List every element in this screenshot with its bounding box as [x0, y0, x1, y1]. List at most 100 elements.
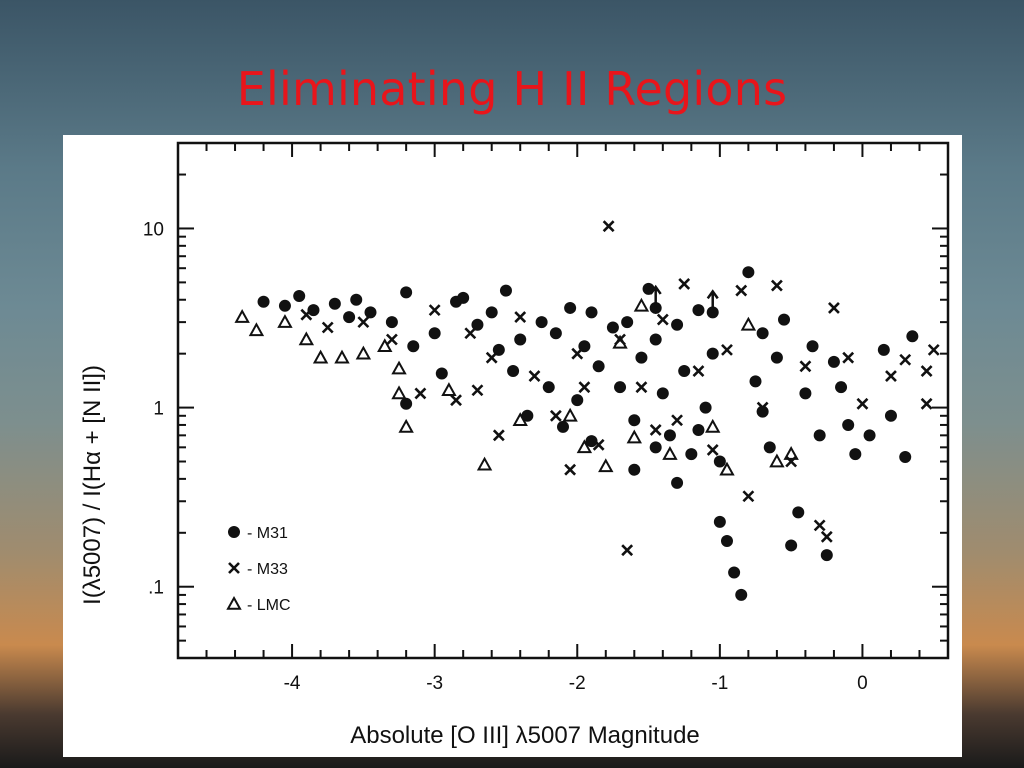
data-point-lmc: [398, 418, 414, 433]
data-point-m33: [742, 490, 755, 503]
data-point-m31: [671, 318, 684, 331]
data-point-m31: [792, 506, 805, 519]
data-point-m31: [813, 429, 826, 442]
data-point-lmc: [769, 453, 785, 468]
data-point-lmc: [312, 349, 329, 364]
data-point-m33: [799, 360, 812, 373]
data-point-m31: [785, 539, 798, 552]
data-point-m33: [492, 429, 505, 442]
data-point-m31: [763, 441, 776, 454]
data-point-m31: [585, 435, 598, 448]
data-point-m31: [713, 515, 726, 528]
data-point-m33: [528, 370, 541, 382]
legend-marker-lmc: [226, 595, 242, 610]
data-point-m31: [514, 333, 527, 346]
data-point-m33: [385, 333, 398, 346]
data-point-m31: [649, 333, 662, 346]
data-point-m33: [571, 347, 584, 360]
data-point-lmc: [576, 439, 593, 454]
data-point-m31: [706, 347, 719, 360]
legend: - M31 - M33 - LMC: [226, 525, 291, 614]
data-point-m33: [300, 308, 313, 321]
data-point-lmc: [705, 418, 721, 433]
data-points: [234, 220, 940, 601]
data-point-m33: [450, 394, 462, 407]
data-point-m33: [756, 401, 769, 414]
upper-limit-arrow: [649, 284, 662, 308]
data-point-m31: [742, 266, 755, 279]
data-point-m31: [293, 289, 306, 302]
data-point-lmc: [441, 382, 457, 397]
data-point-lmc: [783, 446, 799, 460]
data-point-m31: [663, 429, 676, 442]
data-point-m31: [507, 365, 520, 378]
data-point-m33: [828, 302, 840, 314]
x-tick-label: -4: [284, 673, 301, 694]
data-point-lmc: [740, 316, 757, 331]
legend-label-m31: - M31: [247, 525, 288, 542]
data-point-m31: [906, 330, 919, 343]
data-point-m31: [756, 327, 769, 340]
data-point-lmc: [377, 338, 393, 353]
data-point-m33: [671, 414, 683, 427]
data-point-m33: [621, 544, 634, 557]
data-point-m33: [706, 444, 719, 456]
data-point-m33: [656, 313, 669, 326]
data-point-lmc: [277, 314, 293, 328]
data-point-m33: [678, 278, 691, 290]
data-point-m31: [656, 387, 669, 400]
data-point-m33: [856, 397, 869, 410]
data-point-m31: [628, 463, 641, 476]
data-point-m31: [364, 306, 377, 319]
data-point-m31: [350, 293, 363, 306]
data-point-lmc: [626, 429, 642, 444]
data-point-m31: [835, 381, 848, 394]
data-point-lmc: [334, 349, 350, 364]
data-point-m31: [535, 316, 548, 329]
data-point-m31: [564, 301, 577, 314]
data-point-m33: [735, 284, 748, 297]
axis-ticks: [177, 142, 949, 659]
data-point-m33: [927, 343, 940, 356]
data-point-m31: [485, 306, 498, 319]
data-point-m31: [571, 394, 584, 407]
y-axis-title: I(λ5007) / I(Hα + [N II]): [79, 365, 106, 605]
x-tick-label: -3: [426, 673, 443, 694]
data-point-lmc: [719, 461, 735, 476]
data-point-m31: [720, 534, 733, 547]
x-tick-label: 0: [857, 673, 868, 694]
data-point-m31: [827, 355, 840, 368]
data-point-m31: [585, 306, 598, 319]
data-point-lmc: [598, 458, 614, 473]
data-point-m31: [877, 343, 890, 356]
data-point-m31: [778, 313, 791, 326]
data-point-m31: [699, 401, 712, 414]
slide-title: Eliminating H II Regions: [236, 62, 788, 116]
y-tick-label: .1: [148, 578, 164, 599]
data-point-m31: [863, 429, 876, 442]
data-point-lmc: [476, 456, 493, 471]
data-point-m31: [521, 409, 534, 422]
data-point-m31: [671, 476, 684, 489]
data-point-m33: [899, 353, 912, 366]
data-point-m33: [920, 365, 933, 377]
data-point-m31: [457, 291, 470, 304]
data-point-m33: [414, 387, 427, 400]
data-point-m33: [428, 304, 441, 317]
data-point-lmc: [512, 412, 528, 427]
data-point-lmc: [234, 309, 250, 323]
data-point-m31: [435, 367, 448, 380]
data-point-lmc: [612, 334, 628, 349]
tick-labels: -4 -3 -2 -1 0 10 1 .1: [143, 219, 868, 694]
data-point-m31: [621, 316, 634, 329]
data-point-m33: [321, 321, 334, 334]
data-point-m31: [713, 455, 726, 468]
data-point-lmc: [562, 407, 578, 422]
legend-marker-m31: [228, 526, 240, 538]
data-point-m31: [849, 448, 862, 461]
legend-label-m33: - M33: [247, 561, 288, 578]
data-point-m33: [564, 463, 577, 476]
data-point-m33: [842, 351, 855, 364]
data-point-m33: [549, 409, 562, 422]
data-point-m31: [749, 375, 762, 388]
